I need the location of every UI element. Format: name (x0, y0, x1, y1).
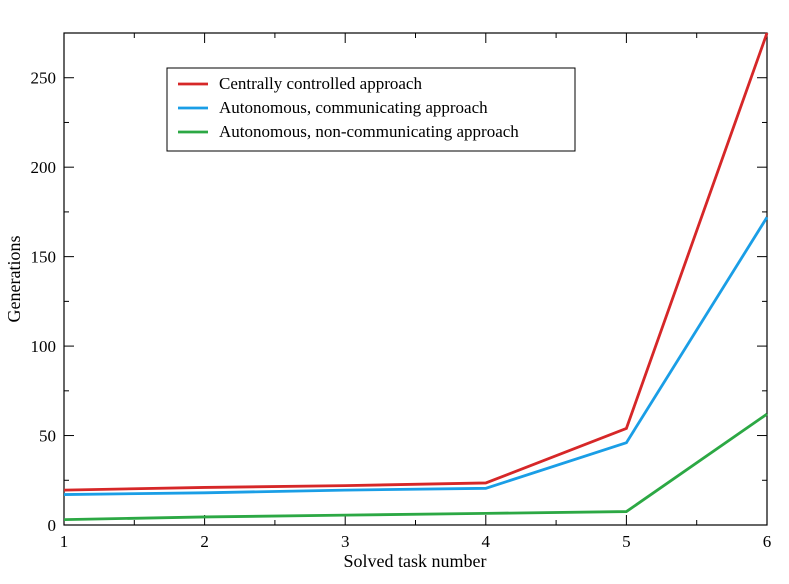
series-line (63, 216, 769, 496)
series-line (63, 412, 768, 522)
legend-items: Centrally controlled approach Autonomous,… (178, 74, 519, 141)
axis-ticks: 1 2 3 4 5 6 0 50 100 150 200 250 (31, 32, 772, 551)
series-lines (63, 32, 769, 522)
legend: Centrally controlled approach Autonomous,… (166, 67, 576, 152)
legend-label: Autonomous, communicating approach (219, 98, 488, 117)
legend-label: Autonomous, non-communicating approach (219, 122, 519, 141)
series-line (63, 32, 769, 492)
y-tick-label: 150 (31, 248, 57, 267)
legend-box (166, 67, 576, 152)
y-tick-label: 250 (31, 69, 57, 88)
legend-label: Centrally controlled approach (219, 74, 422, 93)
x-tick-label: 5 (622, 532, 631, 551)
y-tick-label: 50 (39, 427, 56, 446)
x-axis-title: Solved task number (344, 551, 487, 571)
x-tick-label: 3 (341, 532, 350, 551)
x-tick-label: 2 (200, 532, 209, 551)
x-tick-label: 6 (763, 532, 772, 551)
x-tick-label: 1 (60, 532, 69, 551)
y-tick-label: 100 (31, 337, 57, 356)
y-tick-label: 0 (48, 516, 57, 535)
y-tick-label: 200 (31, 158, 57, 177)
y-axis-title: Generations (4, 236, 24, 323)
x-tick-label: 4 (482, 532, 491, 551)
